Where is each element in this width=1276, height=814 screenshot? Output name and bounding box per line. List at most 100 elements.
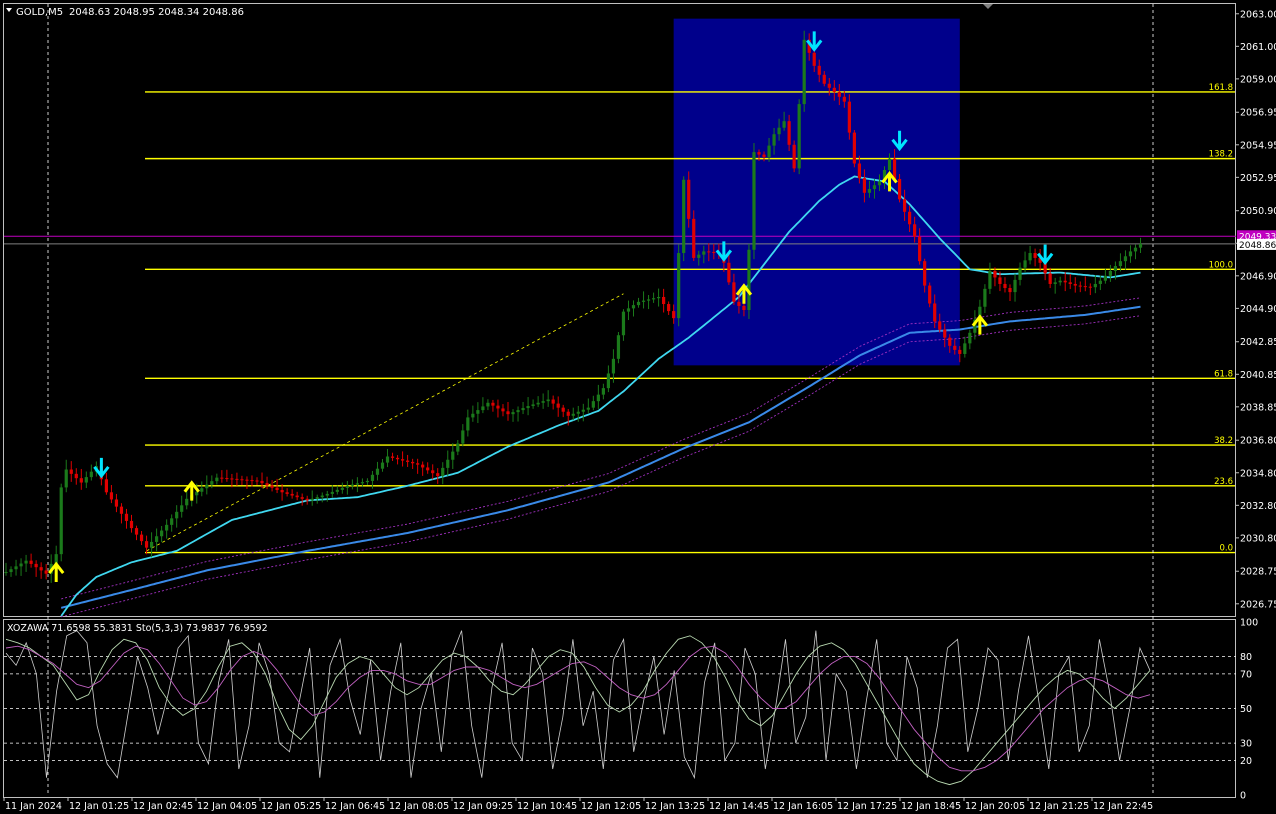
buy-arrow-icon[interactable] (735, 283, 753, 304)
bullish-candle (1113, 266, 1118, 271)
bullish-candle (983, 288, 987, 307)
current-price-tag (1237, 230, 1276, 242)
bullish-candle (185, 498, 189, 506)
bullish-candle (541, 401, 545, 403)
dashed-trendline[interactable] (146, 293, 624, 552)
bullish-candle (591, 401, 595, 408)
bullish-candle (335, 489, 339, 492)
buy-arrow-icon[interactable] (971, 314, 989, 335)
time-axis-label: 12 Jan 02:45 (133, 801, 193, 812)
time-axis-label: 12 Jan 04:05 (197, 801, 257, 812)
bearish-candle (275, 487, 279, 491)
bullish-candle (626, 308, 631, 312)
bullish-candle (1028, 253, 1032, 261)
symbol-dropdown-icon[interactable] (6, 8, 12, 12)
bullish-candle (1098, 280, 1102, 284)
bearish-candle (842, 96, 846, 102)
bearish-candle (390, 456, 395, 458)
bearish-candle (139, 534, 144, 542)
bullish-candle (355, 483, 359, 485)
bearish-candle (923, 261, 927, 286)
bullish-candle (19, 563, 23, 567)
bearish-candle (737, 301, 741, 306)
bullish-candle (973, 319, 977, 333)
bullish-candle (165, 524, 169, 531)
bearish-candle (295, 495, 299, 498)
bearish-candle (857, 163, 861, 179)
time-axis-label: 12 Jan 05:25 (261, 801, 321, 812)
bullish-candle (546, 399, 550, 402)
bearish-candle (39, 567, 43, 571)
sell-arrow-icon[interactable] (93, 457, 110, 479)
fib-level-label: 0.0 (1219, 544, 1233, 554)
sell-arrow-icon[interactable] (806, 31, 823, 52)
buy-arrow-icon[interactable] (881, 170, 898, 192)
bearish-candle (933, 303, 937, 322)
bearish-candle (290, 493, 294, 496)
bearish-candle (144, 541, 149, 548)
bearish-candle (667, 304, 671, 312)
bearish-candle (506, 411, 510, 415)
bullish-candle (451, 451, 455, 460)
bullish-candle (596, 394, 600, 402)
price-axis-label: 2056.95 (1240, 108, 1276, 119)
bullish-candle (1058, 280, 1062, 283)
bearish-candle (551, 399, 555, 404)
bearish-candle (265, 483, 269, 486)
highlight-rectangle[interactable] (673, 18, 960, 366)
bullish-candle (1108, 270, 1112, 276)
bullish-candle (54, 554, 58, 564)
bullish-candle (576, 411, 580, 414)
bearish-candle (561, 407, 565, 412)
bullish-candle (702, 251, 706, 255)
buy-arrow-icon[interactable] (183, 480, 200, 501)
bullish-candle (772, 134, 776, 146)
bearish-candle (913, 224, 917, 237)
bullish-candle (802, 39, 806, 105)
bullish-candle (476, 410, 480, 414)
bullish-candle (988, 270, 992, 289)
bearish-candle (260, 480, 264, 484)
bullish-candle (571, 413, 575, 416)
axes-layer: 2063.00 2061.00 2059.00 2056.95 2054.95 2052.… (3, 9, 1276, 812)
bullish-candle (887, 158, 892, 171)
chart-shift-marker-icon[interactable] (983, 4, 993, 9)
time-axis-label: 12 Jan 22:45 (1093, 801, 1153, 812)
bearish-candle (817, 65, 821, 75)
bullish-candle (606, 373, 610, 389)
sell-arrow-icon[interactable] (891, 130, 908, 152)
bullish-candle (360, 482, 365, 484)
bullish-candle (867, 189, 872, 193)
bullish-candle (481, 406, 485, 411)
bullish-candle (677, 253, 681, 319)
bullish-candle (877, 181, 882, 186)
signal-arrows-layer[interactable] (48, 31, 1054, 583)
bullish-candle (882, 170, 887, 182)
sell-arrow-icon[interactable] (1036, 244, 1054, 266)
bearish-candle (129, 520, 134, 529)
bearish-candle (672, 311, 676, 319)
bullish-candle (978, 306, 982, 320)
bullish-candle (310, 498, 314, 501)
bullish-candle (516, 410, 520, 413)
bearish-candle (79, 478, 83, 483)
bearish-candle (918, 236, 922, 262)
buy-arrow-icon[interactable] (48, 561, 65, 583)
bearish-candle (1083, 286, 1087, 288)
sell-arrow-icon[interactable] (715, 241, 733, 262)
time-axis-label: 12 Jan 14:45 (709, 801, 769, 812)
bearish-candle (496, 405, 500, 409)
bullish-candle (636, 301, 641, 306)
bearish-candle (928, 285, 932, 304)
bearish-candle (114, 499, 119, 507)
lower-envelope-line (61, 315, 1141, 618)
bullish-candle (682, 179, 686, 254)
bearish-candle (230, 478, 234, 480)
bullish-candle (461, 430, 465, 444)
current-price-tag-label: 2049.33 (1239, 232, 1276, 242)
bullish-candle (1128, 251, 1133, 257)
time-axis-label: 12 Jan 20:05 (965, 801, 1025, 812)
bearish-candle (827, 83, 831, 88)
bearish-candle (852, 132, 856, 164)
